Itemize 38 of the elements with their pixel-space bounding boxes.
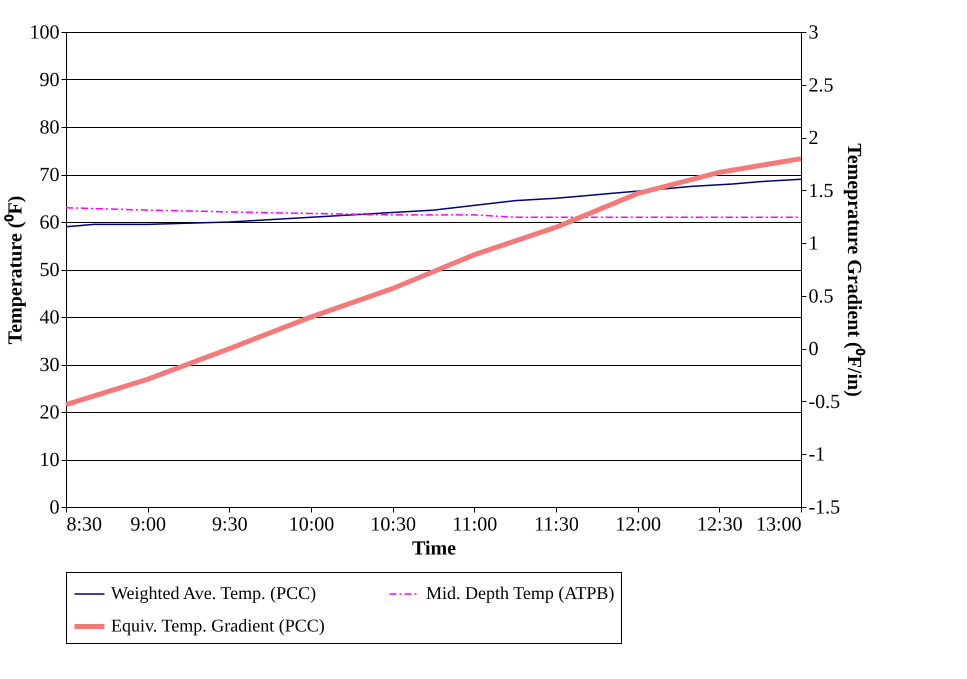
x-tick-label: 8:30	[66, 514, 102, 536]
y2-tick-label: -0.5	[808, 390, 840, 413]
y-tick-label: 30	[40, 354, 60, 376]
x-tick-label: 12:30	[697, 514, 743, 536]
y-tick-label: 10	[40, 449, 60, 471]
legend-label: Equiv. Temp. Gradient (PCC)	[111, 616, 325, 636]
y2-tick-label: -1	[808, 444, 826, 466]
legend-label: Mid. Depth Temp (ATPB)	[426, 583, 614, 603]
y-tick-label: 0	[50, 496, 60, 518]
y-axis-title: Temperature (⁰F)	[4, 196, 26, 344]
line-series	[65, 178, 802, 228]
y-tick-label: 40	[40, 306, 60, 328]
x-tick-label: 10:30	[370, 514, 416, 536]
y-tick-label: 60	[40, 212, 60, 234]
x-tick-label: 9:30	[212, 514, 248, 536]
x-tick-label: 13:00	[756, 514, 802, 536]
y2-tick-label: 2.5	[808, 74, 834, 96]
legend-label: Weighted Ave. Temp. (PCC)	[111, 583, 316, 603]
y2-tick-label: 1	[808, 232, 818, 255]
y2-axis-title: Temeprature Gradient (⁰F/in)	[843, 143, 866, 397]
x-tick-label: 11:30	[534, 514, 579, 536]
y-tick-label: 50	[40, 259, 60, 281]
y2-tick-label: 3	[808, 22, 818, 44]
y2-tick-label: 1.5	[808, 180, 834, 202]
y2-tick-label: 0.5	[808, 285, 834, 308]
y-tick-label: 80	[40, 116, 60, 138]
x-tick-label: 10:00	[288, 514, 334, 536]
y2-tick-label: -1.5	[808, 496, 840, 518]
y-tick-label: 90	[40, 69, 60, 91]
x-tick-label: 12:00	[615, 514, 661, 536]
x-tick-label: 11:00	[452, 514, 498, 536]
y-tick-label: 100	[30, 22, 60, 44]
y-tick-label: 20	[40, 402, 60, 424]
y2-tick-label: 2	[808, 127, 818, 150]
y2-tick-label: 0	[808, 338, 818, 360]
y-tick-label: 70	[40, 164, 60, 186]
x-tick-label: 9:00	[130, 514, 166, 536]
x-axis-title: Time	[412, 538, 456, 560]
